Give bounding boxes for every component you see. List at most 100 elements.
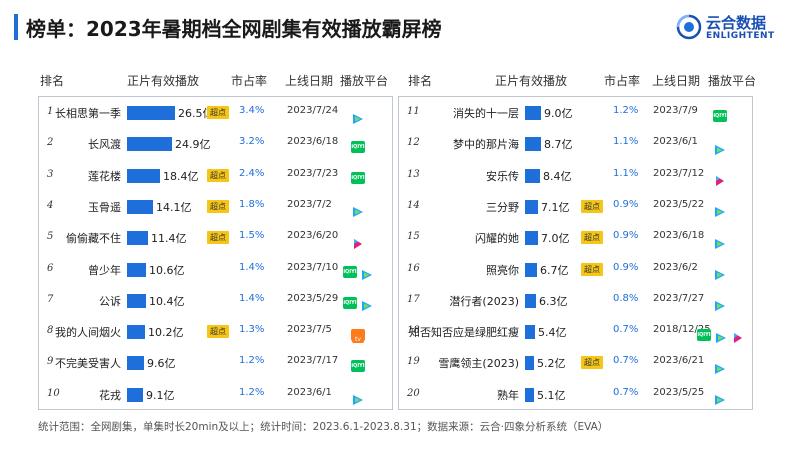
views-value-label: 8.4亿 <box>543 169 572 183</box>
youku-platform-icon <box>731 329 745 343</box>
market-share: 1.2% <box>239 386 265 398</box>
drama-title: 长风渡 <box>88 138 121 152</box>
ranking-row: 17 潜行者(2023) 6.3亿 0.8% 2023/7/27 <box>399 285 754 316</box>
iqiyi-platform-icon: iQIYI <box>351 140 365 153</box>
release-date: 2023/5/29 <box>287 292 339 304</box>
rank-number: 9 <box>47 356 54 368</box>
platform-icons <box>713 199 730 218</box>
ranking-row: 1 长相思第一季 26.5亿 超点 3.4% 2023/7/24 <box>39 97 394 128</box>
market-share: 0.7% <box>613 386 639 398</box>
views-bar <box>127 137 172 152</box>
svg-text:tv: tv <box>355 336 361 343</box>
brand-name-cn: 云合数据 <box>706 14 767 32</box>
release-date: 2023/7/17 <box>287 355 339 367</box>
market-share: 1.8% <box>239 198 265 210</box>
rank-number: 20 <box>407 387 420 399</box>
col-header-platform-right: 播放平台 <box>708 74 757 88</box>
drama-title: 公诉 <box>99 294 121 308</box>
ranking-row: 9 不完美受害人 9.6亿 1.2% 2023/7/17 iQIYI <box>39 347 394 378</box>
tencent-video-platform-icon <box>713 203 727 218</box>
platform-icons: iQIYI <box>343 293 377 312</box>
platform-icons <box>713 168 730 187</box>
market-share: 1.2% <box>239 355 265 367</box>
views-value-label: 24.9亿 <box>175 138 211 152</box>
platform-icons <box>713 355 730 374</box>
views-bar <box>127 262 146 277</box>
drama-title: 偷偷藏不住 <box>66 232 121 246</box>
market-share: 1.4% <box>239 292 265 304</box>
market-share: 0.8% <box>613 292 639 304</box>
ranking-row: 8 我的人间烟火 10.2亿 超点 1.3% 2023/7/5 tv <box>39 316 394 347</box>
views-bar <box>525 325 535 340</box>
platform-icons <box>713 262 730 280</box>
views-bar <box>127 325 145 340</box>
views-value-label: 9.0亿 <box>544 107 573 120</box>
platform-icons: iQIYI <box>351 355 368 372</box>
views-bar <box>525 387 534 402</box>
ranking-row: 20 熟年 5.1亿 0.7% 2023/5/25 <box>399 379 754 410</box>
release-date: 2023/5/25 <box>653 386 705 398</box>
platform-icons: iQIYI <box>697 324 748 343</box>
views-value-label: 9.6亿 <box>147 357 176 371</box>
ranking-row: 18 知否知否应是绿肥红瘦 5.4亿 0.7% 2018/12/25 iQIYI <box>399 316 754 347</box>
drama-title: 我的人间烟火 <box>55 326 121 340</box>
views-bar <box>525 231 538 246</box>
market-share: 0.7% <box>613 355 639 367</box>
peak-badge: 超点 <box>581 262 603 276</box>
brand-logo-icon <box>676 14 702 40</box>
drama-title: 知否知否应是绿肥红瘦 <box>409 326 519 340</box>
rank-number: 10 <box>47 387 60 399</box>
rank-number: 18 <box>407 325 420 337</box>
peak-badge: 超点 <box>207 106 229 119</box>
market-share: 0.9% <box>613 261 639 273</box>
platform-icons <box>713 293 730 312</box>
views-bar <box>525 106 541 120</box>
market-share: 0.9% <box>613 230 639 242</box>
tencent-video-platform-icon <box>713 360 727 374</box>
release-date: 2023/7/5 <box>287 324 332 336</box>
ranking-row: 10 花戎 9.1亿 1.2% 2023/6/1 <box>39 379 394 410</box>
tencent-video-platform-icon <box>360 266 374 280</box>
rank-number: 17 <box>407 293 420 305</box>
iqiyi-platform-icon: iQIYI <box>343 266 357 278</box>
tencent-video-platform-icon <box>713 235 727 249</box>
rank-number: 7 <box>47 293 54 305</box>
ranking-row: 13 安乐传 8.4亿 1.1% 2023/7/12 <box>399 160 754 191</box>
market-share: 1.1% <box>613 136 639 148</box>
ranking-row: 6 曾少年 10.6亿 1.4% 2023/7/10 iQIYI <box>39 254 394 285</box>
title-accent-bar <box>14 14 18 40</box>
platform-icons: iQIYI <box>351 136 368 153</box>
col-header-rank-right: 排名 <box>408 74 433 88</box>
drama-title: 三分野 <box>486 200 519 214</box>
views-bar <box>127 356 144 371</box>
tencent-video-platform-icon <box>714 329 728 343</box>
peak-badge: 超点 <box>207 325 229 339</box>
release-date: 2023/6/18 <box>653 230 705 242</box>
drama-title: 梦中的那片海 <box>453 138 519 152</box>
drama-title: 消失的十一层 <box>453 107 519 120</box>
views-value-label: 10.6亿 <box>149 263 185 277</box>
ranking-row: 2 长风渡 24.9亿 3.2% 2023/6/18 iQIYI <box>39 128 394 159</box>
release-date: 2023/7/27 <box>653 292 705 304</box>
col-header-views-left: 正片有效播放 <box>127 74 200 88</box>
ranking-row: 14 三分野 7.1亿 超点 0.9% 2023/5/22 <box>399 191 754 222</box>
drama-title: 熟年 <box>497 388 519 402</box>
ranking-panel-left: 1 长相思第一季 26.5亿 超点 3.4% 2023/7/24 2 长风渡 24.9亿 3.2%… <box>38 96 393 410</box>
views-value-label: 5.1亿 <box>537 388 566 402</box>
market-share: 2.4% <box>239 167 265 179</box>
rank-number: 13 <box>407 168 420 180</box>
views-value-label: 18.4亿 <box>163 169 199 183</box>
platform-icons: tv <box>351 324 368 343</box>
views-bar <box>525 356 534 371</box>
views-value-label: 11.4亿 <box>151 232 187 246</box>
market-share: 1.3% <box>239 324 265 336</box>
views-value-label: 6.7亿 <box>540 263 569 277</box>
views-bar <box>127 199 153 214</box>
views-value-label: 7.0亿 <box>541 232 570 246</box>
ranking-row: 7 公诉 10.4亿 1.4% 2023/5/29 iQIYI <box>39 285 394 316</box>
market-share: 0.7% <box>613 324 639 336</box>
tencent-video-platform-icon <box>713 141 727 155</box>
views-value-label: 7.1亿 <box>541 200 570 214</box>
col-header-share-right: 市占率 <box>604 74 641 88</box>
peak-badge: 超点 <box>581 199 603 213</box>
